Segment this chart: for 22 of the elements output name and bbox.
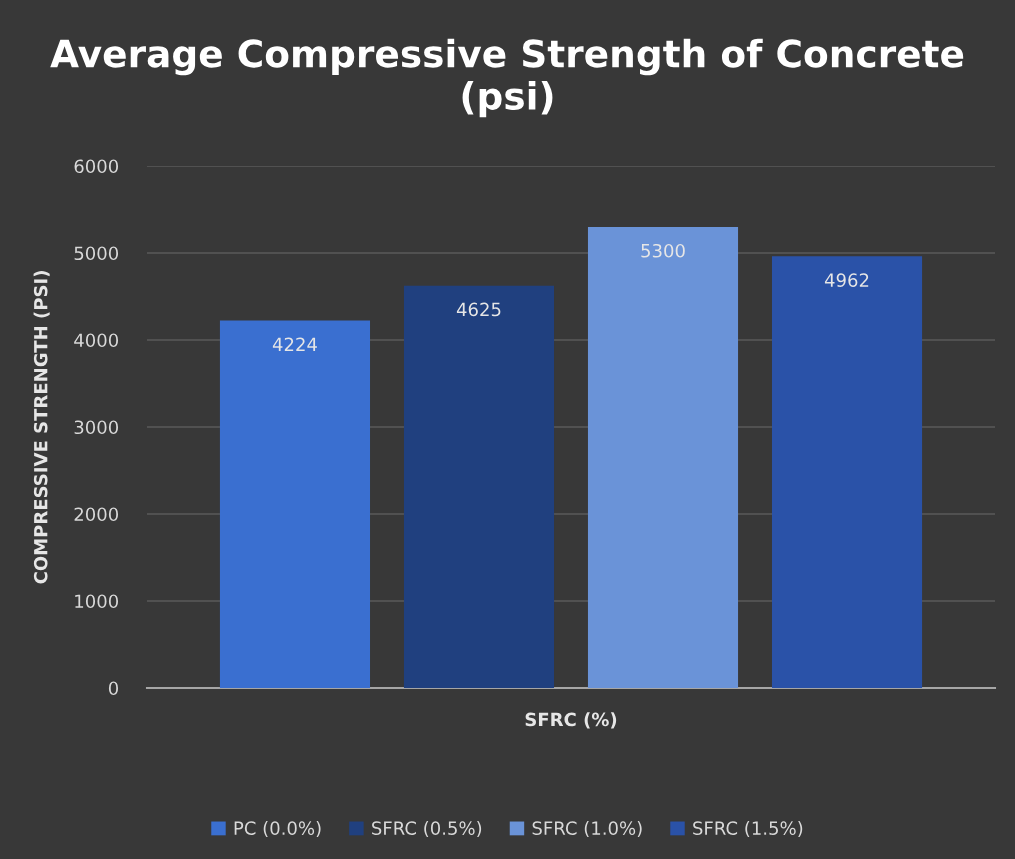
data-label: 4224 [272, 337, 317, 351]
data-label: 4625 [456, 302, 501, 317]
data-label: 5300 [641, 243, 685, 258]
legend-label: PC (0.0%) [234, 821, 321, 838]
y-tick-label: 4000 [74, 333, 119, 348]
y-tick-label: 5000 [74, 246, 119, 261]
y-tick-label: 1000 [75, 594, 119, 609]
data-label: 4962 [824, 273, 869, 287]
y-tick-label: 2000 [74, 507, 119, 522]
legend-label: SFRC (1.0%) [532, 821, 642, 838]
bar [587, 226, 739, 688]
legend-label: SFRC (0.5%) [372, 821, 482, 838]
legend-label: SFRC (1.5%) [693, 821, 803, 838]
y-tick-label: 0 [108, 681, 119, 696]
y-tick-label: 3000 [74, 420, 119, 435]
x-axis-title: SFRC (%) [525, 712, 617, 729]
bar [219, 320, 371, 688]
chart-title: Average Compressive Strength of Concrete (psi) [50, 38, 964, 118]
y-axis-title: COMPRESSIVE STRENGTH (PSI) [33, 271, 50, 584]
bar [403, 285, 555, 688]
bar [771, 256, 923, 688]
y-tick-label: 6000 [74, 159, 119, 174]
